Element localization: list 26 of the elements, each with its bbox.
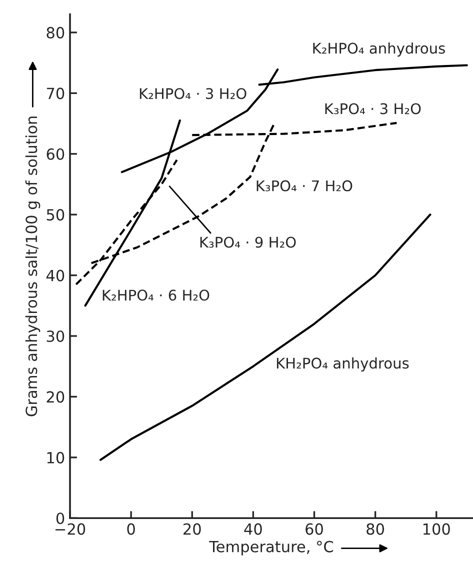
annotation: K₃PO₄ · 9 H₂O <box>200 236 296 248</box>
series-label: KH₂PO₄ anhydrous <box>276 357 409 372</box>
y-tick-label: 10 <box>47 452 64 464</box>
x-tick-label: 100 <box>423 523 450 535</box>
line-series <box>99 214 432 461</box>
y-tick-label: 80 <box>46 26 64 38</box>
x-tick-label: 0 <box>127 523 135 535</box>
y-tick-label: 40 <box>46 270 64 282</box>
x-tick-label: 60 <box>306 523 323 535</box>
x-tick-label: 20 <box>184 523 201 535</box>
y-tick-label: 50 <box>46 209 64 221</box>
x-tick-label: −20 <box>56 523 86 535</box>
x-tick-label: 40 <box>244 523 262 535</box>
y-tick-label: 20 <box>46 391 64 403</box>
x-tick-label: 80 <box>366 523 384 535</box>
series-label: K₂HPO₄ anhydrous <box>313 42 445 57</box>
series-label: K₃PO₄ · 7 H₂O <box>256 180 352 192</box>
y-tick-label: 70 <box>46 88 64 100</box>
series-label: K₂HPO₄ · 6 H₂O <box>102 290 210 301</box>
x-axis-title: Temperature, °C <box>209 540 334 556</box>
y-tick-label: 30 <box>46 330 64 342</box>
series-label: K₂HPO₄ · 3 H₂O <box>140 88 246 100</box>
y-tick-label: 0 <box>56 512 64 524</box>
y-axis-title: Grams anhydrous salt/100 g of solution <box>25 116 40 416</box>
series-label: K₃PO₄ · 3 H₂O <box>325 103 421 114</box>
y-tick-label: 60 <box>46 148 64 160</box>
